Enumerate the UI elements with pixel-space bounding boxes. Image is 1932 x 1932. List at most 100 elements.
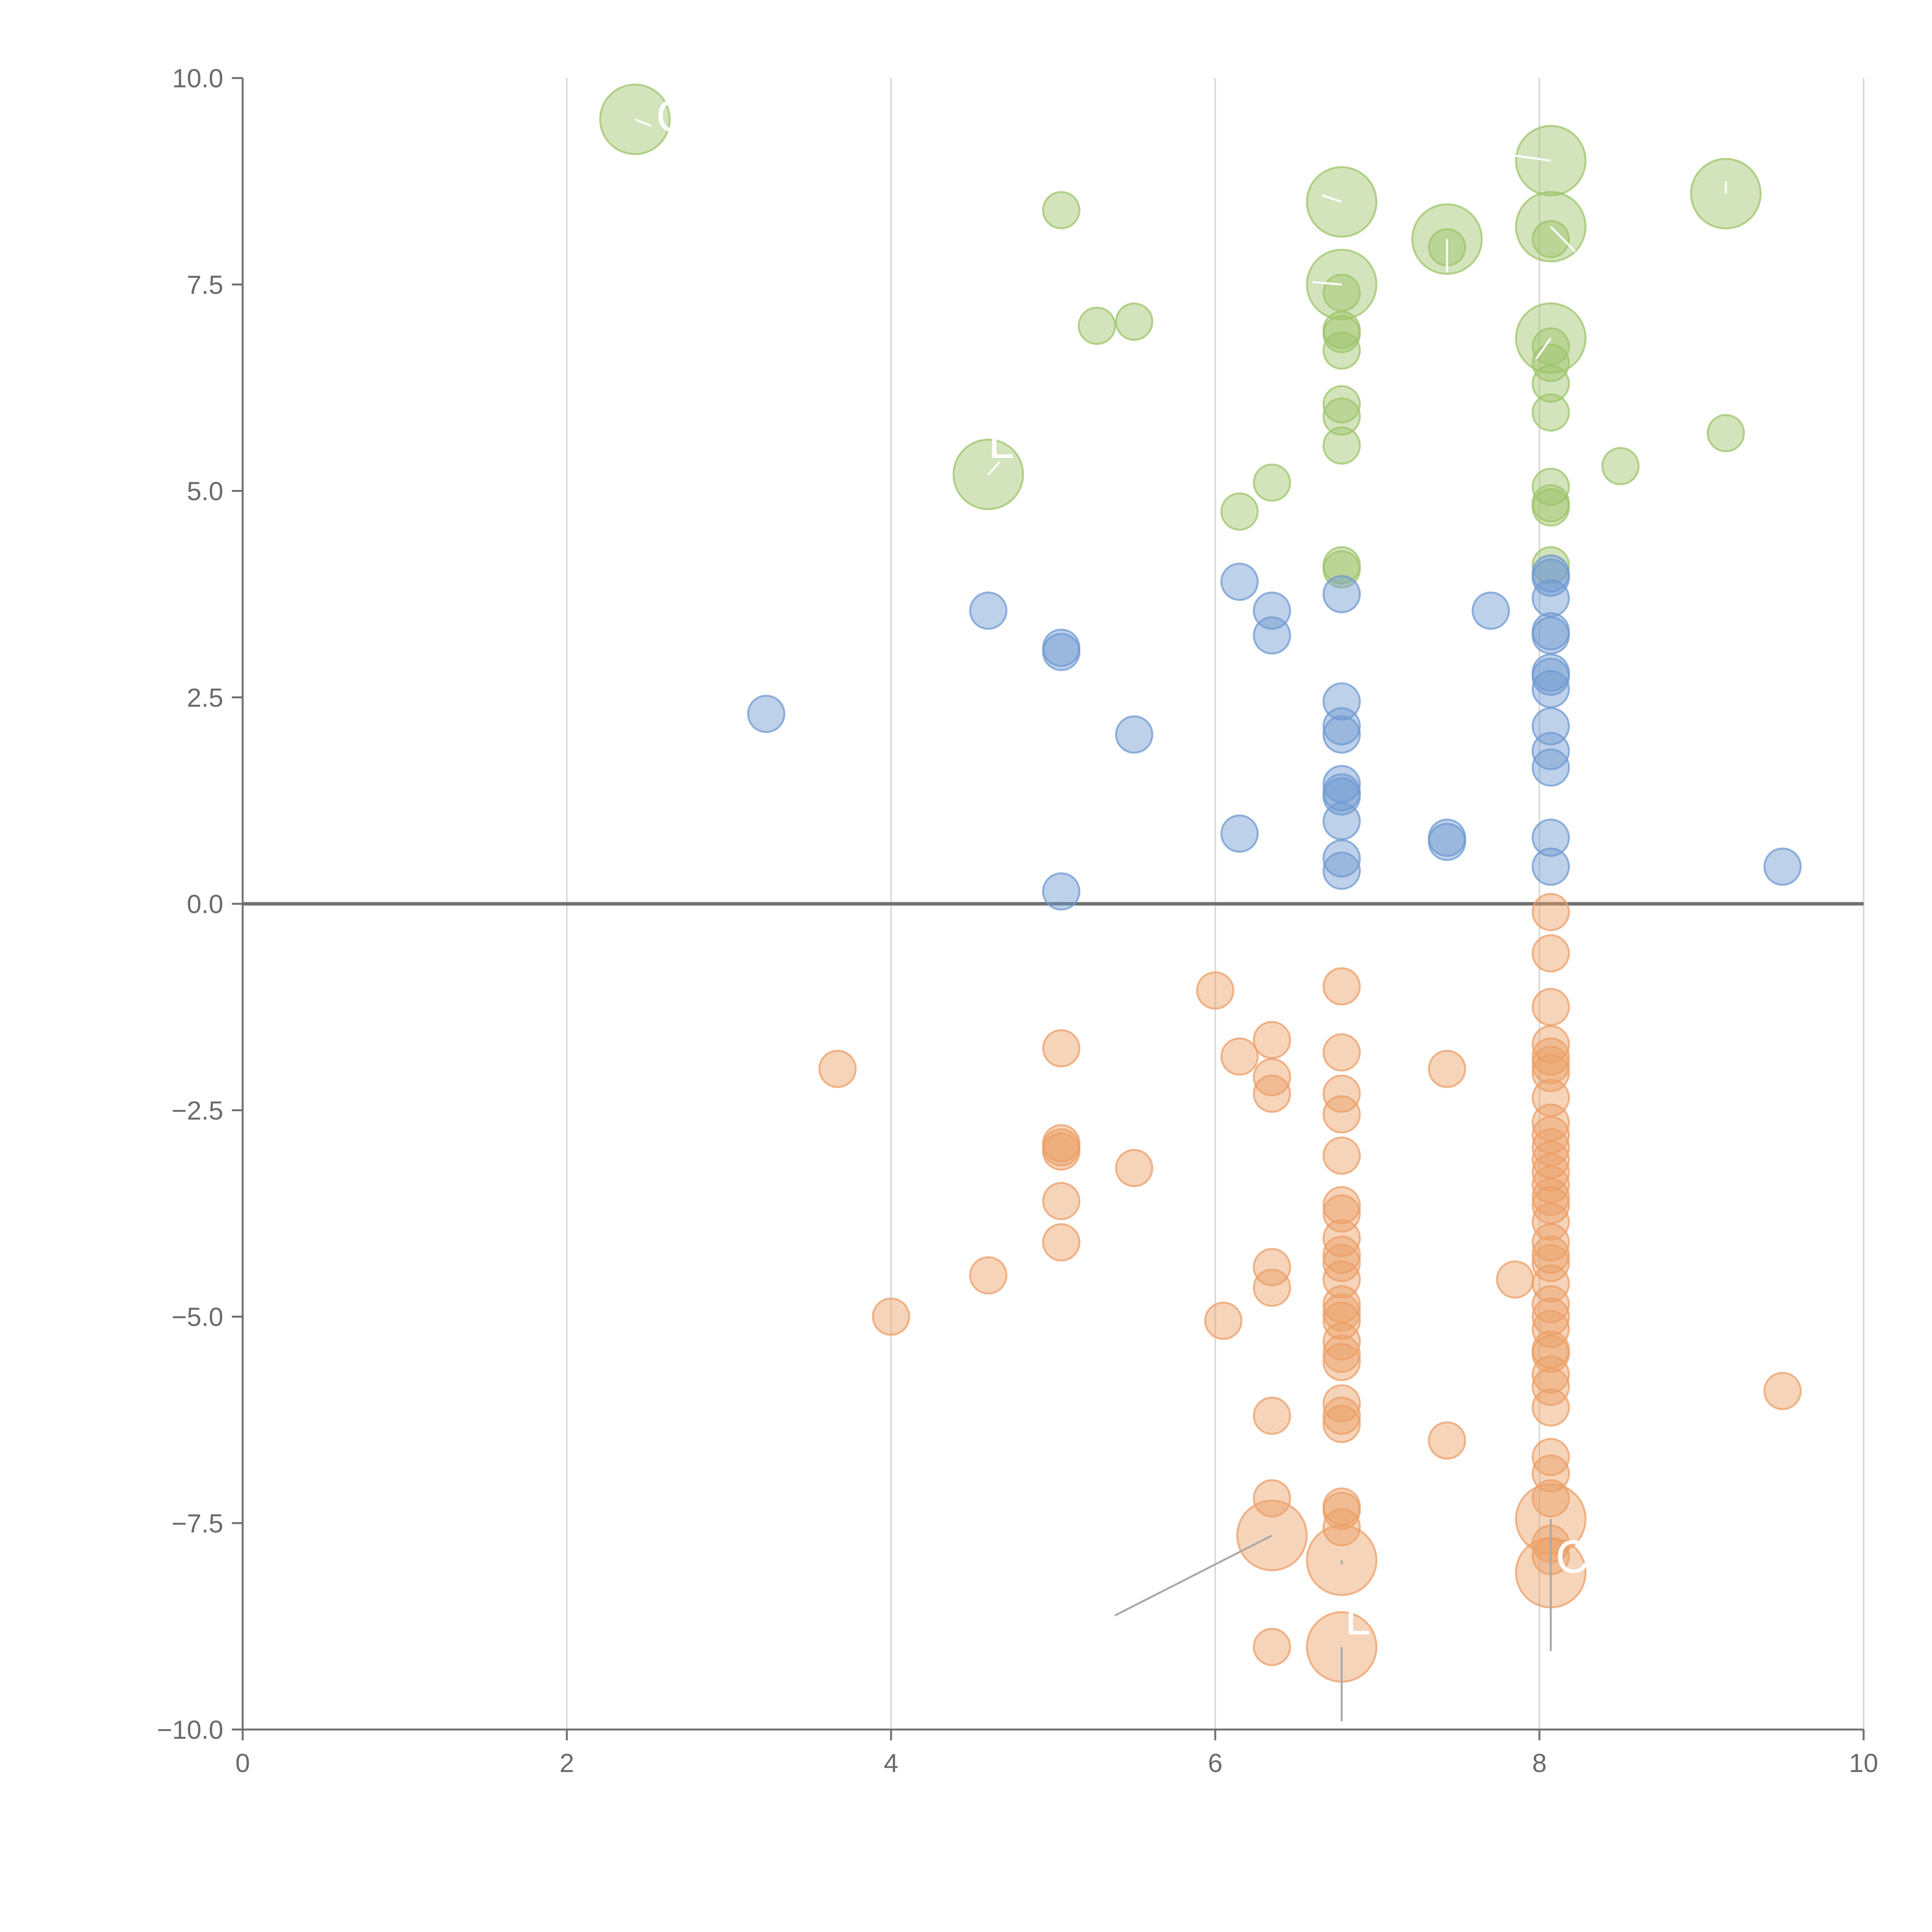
orange-bubble bbox=[1322, 1301, 1361, 1340]
orange-bubble bbox=[1322, 1508, 1361, 1546]
leader-line bbox=[1322, 194, 1342, 203]
y-tick-label: −10.0 bbox=[157, 1715, 223, 1745]
y-tick-label: 10.0 bbox=[172, 64, 223, 93]
orange-bubble bbox=[818, 1049, 857, 1088]
orange-bubble bbox=[1322, 1335, 1361, 1373]
orange-bubble bbox=[1253, 1058, 1291, 1097]
orange-bubble bbox=[1322, 1136, 1361, 1175]
orange-bubble bbox=[1253, 1396, 1291, 1435]
orange-bubble bbox=[1115, 1149, 1153, 1187]
x-tick-label: 8 bbox=[1532, 1748, 1547, 1778]
green-bubble bbox=[1706, 414, 1745, 452]
leader-line bbox=[1114, 1534, 1272, 1617]
blue-bubble bbox=[1322, 852, 1361, 890]
orange-bubble bbox=[1253, 1479, 1291, 1518]
orange-bubble bbox=[1322, 1075, 1361, 1113]
bubble-annotation-label: C bbox=[1556, 1531, 1589, 1583]
blue-bubble bbox=[1220, 814, 1259, 853]
blue-bubble bbox=[1531, 732, 1570, 770]
bubble-layer bbox=[599, 83, 1802, 1683]
orange-bubble bbox=[1531, 1264, 1570, 1303]
green-bubble bbox=[1078, 306, 1116, 345]
orange-bubble bbox=[1531, 1046, 1570, 1084]
green-bubble bbox=[1322, 315, 1361, 353]
orange-bubble bbox=[1531, 1223, 1570, 1262]
y-tick-label: 5.0 bbox=[187, 477, 223, 506]
blue-bubble bbox=[1471, 591, 1510, 630]
orange-bubble bbox=[872, 1298, 910, 1336]
blue-bubble bbox=[1322, 839, 1361, 878]
orange-bubble bbox=[1322, 1343, 1361, 1381]
green-bubble bbox=[1531, 364, 1570, 403]
blue-bubble bbox=[1042, 633, 1080, 671]
green-bubble bbox=[1531, 344, 1570, 382]
orange-bubble bbox=[1531, 1202, 1570, 1241]
orange-bubble bbox=[1322, 1492, 1361, 1530]
green-bubble bbox=[1042, 191, 1080, 230]
green-bubble bbox=[1115, 302, 1153, 341]
orange-bubble bbox=[1253, 1075, 1291, 1113]
orange-bubble bbox=[1253, 1269, 1291, 1307]
green-bubble bbox=[1601, 447, 1640, 485]
green-bubble bbox=[1531, 468, 1570, 506]
orange-bubble bbox=[1322, 1322, 1361, 1361]
x-tick-label: 6 bbox=[1208, 1748, 1223, 1778]
y-tick-label: −5.0 bbox=[172, 1303, 223, 1332]
orange-bubble bbox=[1322, 1293, 1361, 1332]
orange-bubble bbox=[1531, 1025, 1570, 1063]
y-tick-label: 2.5 bbox=[187, 683, 223, 713]
orange-bubble bbox=[1042, 1029, 1080, 1068]
orange-bubble bbox=[1322, 1244, 1361, 1282]
orange-bubble bbox=[1496, 1260, 1534, 1299]
orange-bubble bbox=[1322, 1384, 1361, 1423]
orange-bubble bbox=[1531, 1355, 1570, 1394]
y-tick-label: 7.5 bbox=[187, 270, 223, 299]
leader-line bbox=[634, 118, 652, 127]
blue-bubble bbox=[969, 591, 1008, 630]
orange-bubble bbox=[1763, 1372, 1802, 1410]
orange-bubble bbox=[1322, 1186, 1361, 1225]
orange-bubble bbox=[1531, 1479, 1570, 1518]
green-bubble bbox=[1531, 220, 1570, 259]
orange-bubble bbox=[969, 1256, 1008, 1295]
leader-layer bbox=[634, 118, 1727, 1721]
leader-line bbox=[1535, 337, 1552, 360]
blue-bubble bbox=[1531, 579, 1570, 617]
axes-layer: 10.0 7.5 5.0 2.5 0.0 −2.5 −5.0 −7.5 −10.0 0 2 4 6 8 10 bbox=[157, 64, 1878, 1778]
blue-bubble bbox=[1220, 563, 1259, 601]
orange-bubble bbox=[1196, 971, 1235, 1010]
blue-bubble bbox=[1531, 616, 1570, 655]
green-bubble bbox=[1531, 546, 1570, 585]
blue-bubble bbox=[1531, 748, 1570, 787]
bubble-annotation-label: L bbox=[1345, 1593, 1371, 1645]
orange-bubble bbox=[1253, 1021, 1291, 1060]
blue-bubble bbox=[1531, 818, 1570, 857]
leader-line bbox=[987, 461, 1000, 475]
blue-bubble bbox=[1322, 802, 1361, 840]
blue-bubble bbox=[1042, 872, 1080, 911]
orange-bubble bbox=[1322, 967, 1361, 1006]
blue-bubble bbox=[1763, 847, 1802, 886]
green-bubble bbox=[1322, 426, 1361, 465]
x-tick-label: 10 bbox=[1849, 1748, 1878, 1778]
orange-bubble bbox=[1042, 1223, 1080, 1262]
orange-bubble bbox=[1531, 934, 1570, 973]
bubble-annotation-label: L bbox=[988, 416, 1014, 468]
green-bubble bbox=[1531, 488, 1570, 527]
orange-bubble bbox=[1531, 1244, 1570, 1282]
orange-bubble bbox=[1531, 988, 1570, 1026]
annotation-layer: C L L C bbox=[656, 90, 1589, 1645]
bubble-annotation-label: C bbox=[656, 90, 690, 142]
orange-bubble bbox=[1322, 1405, 1361, 1443]
orange-bubble bbox=[1531, 1388, 1570, 1427]
orange-bubble bbox=[1531, 893, 1570, 931]
blue-bubble bbox=[1253, 616, 1291, 655]
orange-bubble bbox=[1322, 1396, 1361, 1435]
orange-bubble bbox=[1531, 1438, 1570, 1476]
orange-bubble bbox=[1253, 1248, 1291, 1286]
orange-bubble bbox=[1322, 1033, 1361, 1072]
blue-bubble bbox=[1531, 657, 1570, 696]
blue-bubble bbox=[1531, 670, 1570, 708]
